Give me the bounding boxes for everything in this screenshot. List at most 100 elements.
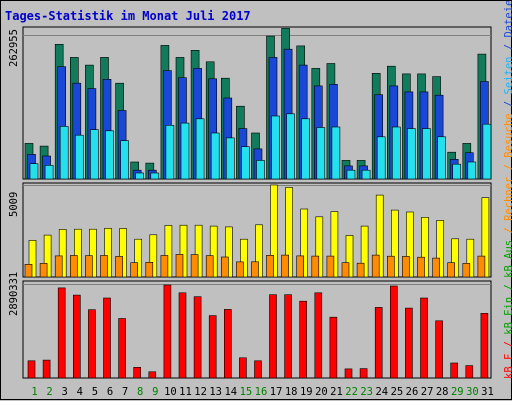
- x-tick-label-day-8: 8: [137, 386, 143, 398]
- bar-top-seiten-day-8: [135, 172, 144, 180]
- bar-middle-rechner-day-4: [74, 228, 82, 278]
- bar-top-seiten-day-23: [361, 169, 371, 180]
- bar-middle-rechner-day-26: [406, 211, 414, 278]
- bar-middle-rechner-day-20: [315, 216, 324, 278]
- panel-middle-max-label: 5009: [8, 192, 20, 217]
- bar-top-seiten-day-17: [271, 115, 280, 180]
- right-legend-part-12: Dateien: [503, 1, 512, 38]
- bar-top-seiten-day-20: [316, 127, 326, 180]
- right-legend-part-1: /: [503, 335, 512, 354]
- chart-panels: 262955 5009 2890331: [8, 26, 492, 379]
- bar-top-seiten-day-4: [75, 134, 84, 180]
- bar-top-seiten-day-10: [165, 125, 175, 180]
- x-tick-label-day-26: 26: [406, 386, 419, 398]
- right-legend-part-4: kB Aus: [503, 240, 512, 278]
- bar-middle-rechner-day-5: [89, 228, 97, 278]
- bar-bottom-kb-f-day-4: [73, 294, 81, 379]
- bar-top-seiten-day-5: [90, 129, 99, 180]
- bar-top-seiten-day-15: [241, 146, 250, 180]
- x-tick-label-day-3: 3: [62, 386, 68, 398]
- bar-bottom-kb-f-day-13: [208, 315, 217, 379]
- bar-middle-rechner-day-27: [421, 217, 429, 278]
- bar-bottom-kb-f-day-3: [57, 287, 66, 379]
- x-tick-label-day-11: 11: [179, 386, 192, 398]
- bar-middle-besuche-day-3: [54, 255, 63, 278]
- panel-top: 262955: [8, 26, 492, 180]
- bar-top-seiten-day-16: [256, 160, 265, 180]
- bar-middle-rechner-day-25: [390, 209, 399, 278]
- x-tick-label-day-7: 7: [122, 386, 128, 398]
- bar-middle-besuche-day-10: [160, 255, 169, 278]
- bar-middle-besuche-day-15: [236, 261, 244, 278]
- bar-middle-besuche-day-24: [371, 254, 380, 278]
- x-tick-label-day-1: 1: [31, 386, 37, 398]
- bar-top-seiten-day-25: [391, 126, 401, 180]
- right-legend-part-7: /: [503, 158, 512, 177]
- bar-middle-besuche-day-22: [341, 262, 350, 278]
- bar-bottom-kb-f-day-25: [389, 285, 398, 379]
- panel-bottom-max-label: 2890331: [8, 272, 20, 316]
- right-legend-part-9: /: [503, 94, 512, 113]
- bar-middle-rechner-day-17: [270, 184, 278, 278]
- x-tick-label-day-10: 10: [164, 386, 177, 398]
- bar-top-seiten-day-6: [105, 130, 114, 180]
- bar-top-seiten-day-12: [195, 118, 205, 180]
- bar-top-seiten-day-21: [331, 126, 341, 180]
- bar-middle-besuche-day-25: [386, 255, 395, 278]
- right-legend-part-10: Seiten: [503, 57, 512, 95]
- bar-middle-besuche-day-8: [130, 262, 138, 278]
- x-tick-label-day-29: 29: [451, 386, 464, 398]
- bar-top-seiten-day-7: [120, 140, 129, 180]
- bar-middle-besuche-day-20: [311, 255, 320, 278]
- x-tick-label-day-24: 24: [375, 386, 388, 398]
- bar-middle-besuche-day-14: [221, 256, 229, 278]
- bar-middle-rechner-day-11: [179, 224, 188, 278]
- right-legend-part-0: kB F: [503, 354, 512, 379]
- bar-middle-besuche-day-6: [100, 255, 108, 278]
- panel-bottom: 2890331: [8, 272, 492, 379]
- x-tick-label-day-14: 14: [224, 386, 237, 398]
- bar-middle-besuche-day-2: [39, 263, 48, 278]
- bar-top-seiten-day-22: [346, 169, 356, 180]
- bar-middle-rechner-day-22: [345, 235, 354, 278]
- bar-top-seiten-day-19: [301, 118, 311, 180]
- bar-top-seiten-day-30: [467, 161, 477, 180]
- bar-middle-rechner-day-6: [104, 228, 112, 278]
- bar-middle-besuche-day-21: [326, 255, 335, 278]
- x-tick-label-day-18: 18: [285, 386, 298, 398]
- bar-bottom-kb-f-day-29: [450, 362, 459, 379]
- bar-middle-rechner-day-3: [58, 229, 67, 278]
- x-tick-label-day-6: 6: [107, 386, 113, 398]
- bar-bottom-kb-f-day-27: [420, 297, 428, 379]
- x-tick-label-day-30: 30: [466, 386, 479, 398]
- bar-middle-rechner-day-16: [255, 224, 263, 278]
- bar-middle-besuche-day-4: [70, 255, 78, 278]
- bar-bottom-kb-f-day-22: [344, 368, 353, 379]
- bar-bottom-kb-f-day-31: [480, 312, 489, 379]
- bar-bottom-kb-f-day-1: [27, 360, 36, 379]
- bar-bottom-kb-f-day-30: [465, 365, 474, 379]
- x-tick-label-day-5: 5: [92, 386, 98, 398]
- bar-middle-rechner-day-7: [119, 228, 127, 278]
- bar-middle-besuche-day-28: [432, 257, 440, 278]
- bar-middle-besuche-day-16: [251, 261, 259, 278]
- bar-middle-rechner-day-24: [375, 194, 384, 278]
- x-tick-label-day-9: 9: [152, 386, 158, 398]
- x-tick-label-day-22: 22: [345, 386, 358, 398]
- x-tick-label-day-13: 13: [209, 386, 222, 398]
- x-tick-label-day-27: 27: [421, 386, 434, 398]
- bar-bottom-kb-f-day-11: [178, 292, 187, 379]
- bar-middle-besuche-day-27: [417, 256, 425, 278]
- bar-bottom-kb-f-day-7: [118, 318, 126, 379]
- bar-middle-rechner-day-2: [43, 234, 52, 278]
- bar-bottom-kb-f-day-14: [224, 309, 232, 379]
- bar-bottom-kb-f-day-8: [133, 366, 141, 379]
- bar-middle-besuche-day-30: [462, 263, 471, 278]
- bar-top-seiten-day-14: [226, 137, 235, 180]
- bar-top-seiten-day-24: [376, 136, 386, 180]
- panel-top-max-label: 262955: [8, 29, 20, 67]
- bar-top-seiten-day-27: [422, 128, 431, 180]
- bar-middle-rechner-day-10: [164, 225, 173, 278]
